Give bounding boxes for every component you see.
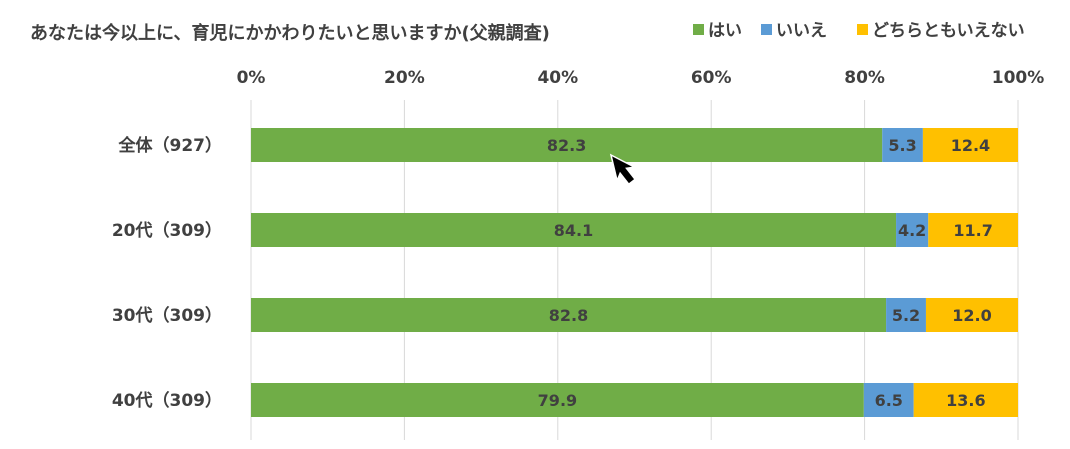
data-label: 6.5 [875,391,903,410]
data-label: 82.3 [547,136,586,155]
bar-segment [251,383,864,417]
category-labels: 全体（927） 20代（309） 30代（309） 40代（309） [112,135,222,411]
category-label: 40代（309） [112,390,222,411]
bar-segment [896,213,929,247]
bar-row: 79.9 6.5 13.6 [251,383,1018,417]
chart-title: あなたは今以上に、育児にかかわりたいと思いますか(父親調査) [30,22,550,44]
bar-segment [925,298,1018,332]
data-label: 12.4 [951,136,990,155]
mouse-cursor-icon [609,153,637,186]
legend-swatch [761,24,772,35]
bar-row: 84.1 4.2 11.7 [251,213,1018,247]
data-label: 4.2 [898,221,926,240]
x-tick-label: 0% [237,68,266,88]
data-label: 13.6 [946,391,985,410]
data-label: 11.7 [953,221,992,240]
legend-swatch [857,24,868,35]
x-tick-label: 60% [691,68,732,88]
bar-row: 82.8 5.2 12.0 [251,298,1018,332]
data-label: 12.0 [952,306,991,325]
category-label: 20代（309） [112,220,222,241]
x-tick-label: 80% [844,68,885,88]
category-label: 全体（927） [118,135,223,156]
data-label: 5.2 [892,306,920,325]
bar-segment [251,213,897,247]
bar-segment [251,298,887,332]
legend: はい いいえ どちらともいえない [693,21,1025,41]
data-label: 5.3 [888,136,916,155]
legend-label: どちらともいえない [872,21,1025,41]
category-label: 30代（309） [112,305,222,326]
legend-label: はい [708,21,742,41]
bar-segment [928,213,1018,247]
x-tick-label: 40% [537,68,578,88]
bar-segment [886,298,926,332]
data-label: 82.8 [549,306,588,325]
bar-row: 82.3 5.3 12.4 [251,128,1018,162]
legend-item: はい [693,21,742,41]
legend-item: いいえ [761,21,827,41]
legend-swatch [693,24,704,35]
bar-segment [882,128,923,162]
bar-segment [922,128,1018,162]
data-label: 79.9 [538,391,577,410]
bar-segment [251,128,883,162]
x-axis-tick-labels: 0% 20% 40% 60% 80% 100% [237,68,1045,88]
x-tick-label: 20% [384,68,425,88]
x-tick-label: 100% [992,68,1045,88]
data-label: 84.1 [554,221,593,240]
bars: 82.3 5.3 12.4 84.1 4.2 11.7 82.8 5.2 12.0 79.9 6.5… [251,128,1018,417]
bar-segment [863,383,914,417]
legend-label: いいえ [776,21,827,41]
bar-segment [913,383,1018,417]
legend-item: どちらともいえない [857,21,1025,41]
